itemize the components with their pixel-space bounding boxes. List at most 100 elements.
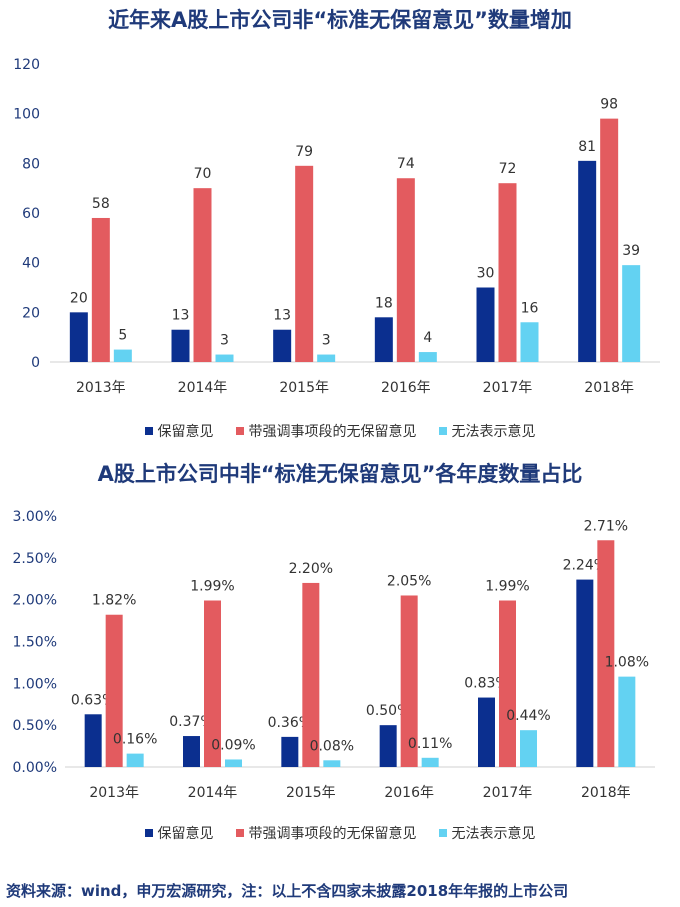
legend-item-disclaimer: 无法表示意见	[438, 421, 536, 441]
bar	[618, 676, 636, 767]
y-tick-label: 2.50%	[13, 551, 57, 567]
data-label: 3	[322, 333, 331, 349]
bar	[113, 349, 132, 362]
data-label: 30	[477, 266, 495, 282]
x-tick-label: 2017年	[483, 380, 533, 396]
chart-1-plot: 0 20 40 60 80 100 120 20 58 5 2013年 13 70 3 2014年 13 79 3…	[13, 57, 660, 396]
x-tick-label: 2018年	[581, 785, 631, 801]
data-label: 0.63%	[71, 692, 115, 708]
legend-label: 无法表示意见	[451, 826, 536, 842]
data-label: 0.44%	[506, 708, 550, 724]
bar	[225, 759, 242, 767]
legend-label: 保留意见	[157, 424, 214, 440]
bar	[204, 600, 221, 767]
data-label: 74	[397, 156, 415, 172]
data-label: 4	[423, 330, 432, 346]
data-label: 2.24%	[563, 558, 607, 574]
y-tick-label: 40	[22, 256, 40, 272]
legend-label: 带强调事项段的无保留意见	[248, 424, 417, 440]
y-tick-label: 20	[22, 305, 40, 321]
legend-item-disclaimer: 无法表示意见	[438, 823, 536, 843]
bar	[400, 595, 418, 767]
bar	[215, 354, 234, 362]
y-tick-label: 1.50%	[13, 635, 57, 651]
data-label: 1.99%	[190, 579, 234, 595]
y-tick-label: 3.00%	[13, 509, 57, 525]
bar	[499, 600, 516, 767]
bar	[379, 725, 397, 767]
bar	[622, 265, 641, 362]
bar	[520, 730, 537, 767]
x-tick-label: 2013年	[89, 785, 139, 801]
bar	[317, 354, 336, 362]
y-tick-label: 120	[13, 57, 40, 73]
data-label: 0.36%	[268, 715, 312, 731]
bar	[193, 188, 212, 362]
chart-2-title: A股上市公司中非“标准无保留意见”各年度数量占比	[97, 462, 583, 486]
data-label: 16	[521, 300, 539, 316]
data-label: 2.05%	[387, 573, 431, 589]
x-tick-label: 2015年	[286, 785, 336, 801]
y-tick-label: 80	[22, 156, 40, 172]
data-label: 13	[273, 308, 291, 324]
data-label: 20	[70, 290, 88, 306]
bar	[600, 118, 619, 362]
chart-1-title: 近年来A股上市公司非“标准无保留意见”数量增加	[108, 8, 572, 32]
legend-item-emphasis: 带强调事项段的无保留意见	[235, 823, 417, 843]
y-tick-label: 2.00%	[13, 593, 57, 609]
y-tick-label: 60	[22, 206, 40, 222]
bar	[323, 760, 341, 767]
y-tick-label: 0.50%	[13, 718, 57, 734]
data-label: 1.82%	[92, 593, 136, 609]
legend-swatch	[144, 427, 153, 435]
bar	[281, 736, 299, 767]
data-label: 1.08%	[605, 655, 649, 671]
legend-swatch	[438, 829, 447, 837]
bar	[126, 753, 144, 767]
chart-2-plot: 0.00% 0.50% 1.00% 1.50% 2.00% 2.50% 3.00% 0.63%…	[13, 509, 655, 801]
data-label: 98	[600, 97, 618, 113]
data-label: 58	[92, 196, 110, 212]
source-footnote: 资料来源：wind，申万宏源研究，注：以上不含四家未披露2018年年报的上市公司	[6, 882, 569, 900]
bar	[578, 160, 597, 362]
data-label: 18	[375, 295, 393, 311]
data-label: 2.71%	[584, 518, 628, 534]
bar	[374, 317, 393, 362]
x-tick-label: 2016年	[384, 785, 434, 801]
bar	[273, 329, 292, 362]
x-tick-label: 2014年	[188, 785, 238, 801]
legend-swatch	[144, 829, 153, 837]
data-label: 79	[295, 144, 313, 160]
y-tick-label: 0	[31, 355, 40, 371]
data-label: 1.99%	[485, 579, 529, 595]
bar	[418, 352, 437, 362]
bar	[478, 697, 495, 767]
legend-item-retained: 保留意见	[144, 823, 214, 843]
x-tick-label: 2017年	[483, 785, 533, 801]
data-label: 0.11%	[408, 736, 452, 752]
x-tick-label: 2016年	[381, 380, 431, 396]
bar	[476, 287, 495, 362]
legend-item-retained: 保留意见	[144, 421, 214, 441]
bar	[84, 714, 102, 767]
x-tick-label: 2018年	[584, 380, 634, 396]
bar	[171, 329, 190, 362]
data-label: 0.09%	[211, 737, 255, 753]
bar	[183, 736, 200, 767]
bar	[295, 165, 314, 362]
legend-label: 无法表示意见	[451, 424, 536, 440]
data-label: 0.83%	[464, 676, 508, 692]
data-label: 5	[118, 328, 127, 344]
bar	[520, 322, 539, 362]
bar	[91, 217, 110, 362]
bar	[421, 757, 439, 767]
chart-1-legend: 保留意见 带强调事项段的无保留意见 无法表示意见	[0, 421, 680, 441]
data-label: 3	[220, 333, 229, 349]
legend-item-emphasis: 带强调事项段的无保留意见	[235, 421, 417, 441]
bar	[597, 540, 615, 767]
legend-label: 带强调事项段的无保留意见	[248, 826, 417, 842]
legend-swatch	[438, 427, 447, 435]
bar	[69, 312, 88, 362]
data-label: 0.50%	[366, 703, 410, 719]
x-tick-label: 2013年	[76, 380, 126, 396]
